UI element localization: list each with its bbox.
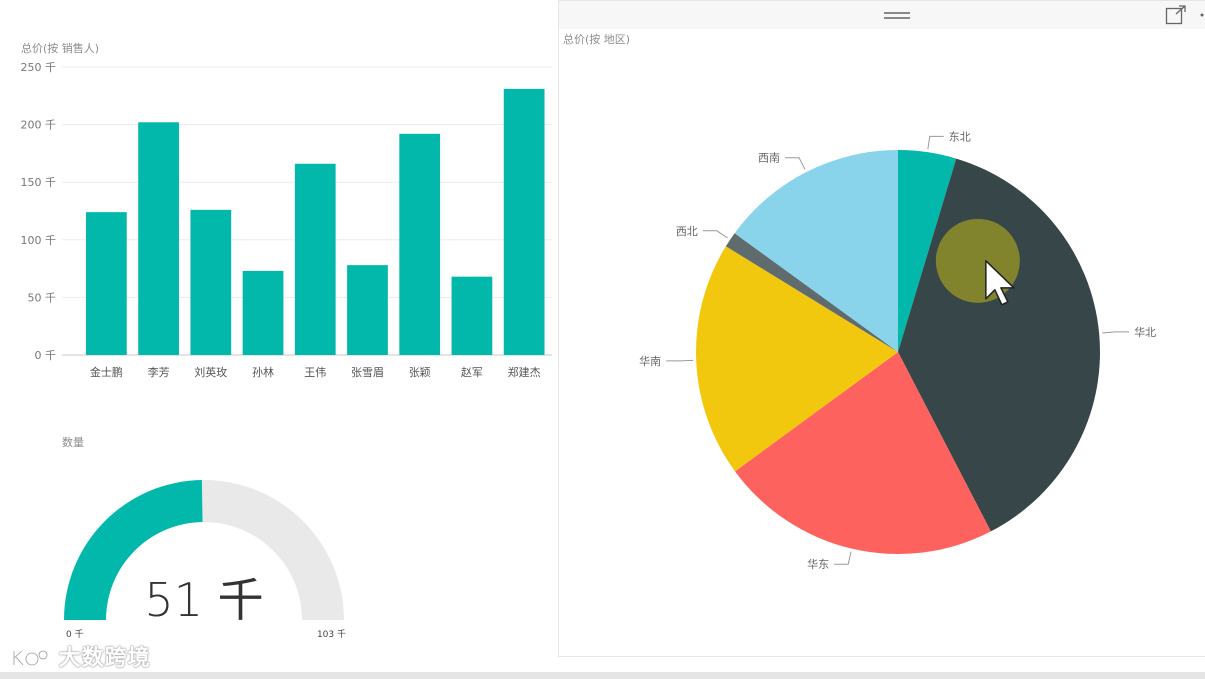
y-tick-label: 0 千 [35,349,57,362]
gauge-chart[interactable]: 51 千 0 千 103 千 [40,465,370,645]
pie-slice[interactable] [696,246,898,472]
x-tick-label: 赵军 [461,365,483,379]
pie-leader-line [702,230,728,239]
pie-label: 华东 [807,557,829,571]
pie-leader-line [666,359,694,362]
bar[interactable] [451,276,493,355]
gauge-fill [64,480,203,620]
mouse-cursor-icon [985,260,1015,306]
bottom-scrollbar[interactable] [0,672,1205,679]
y-tick-label: 100 千 [21,234,57,247]
pie-label: 西南 [758,152,780,165]
more-options-icon[interactable] [1195,7,1205,23]
gauge-max-label: 103 千 [317,629,346,640]
bar[interactable] [86,212,127,355]
x-tick-label: 刘英玫 [194,365,227,379]
bar[interactable] [242,270,284,355]
y-tick-label: 150 千 [21,176,57,189]
x-tick-label: 张颖 [409,366,431,379]
pie-slice[interactable] [898,150,957,352]
watermark: 大数跨境 [10,640,151,672]
pie-slice[interactable] [735,352,991,555]
bar[interactable] [399,133,441,355]
pie-slice[interactable] [725,233,898,352]
bar[interactable] [503,88,545,355]
focus-mode-icon[interactable] [1165,5,1187,25]
pie-label: 华北 [1134,325,1156,339]
pie-chart-title: 总价(按 地区) [563,33,631,46]
drag-handle-icon[interactable] [884,10,910,20]
y-tick-label: 250 千 [21,61,57,74]
bar[interactable] [138,122,179,356]
x-tick-label: 张雪眉 [351,366,384,379]
gauge-title: 数量 [62,436,84,449]
cursor-highlight-circle [935,218,1020,303]
bar[interactable] [190,209,232,355]
pie-leader-line [834,551,852,565]
pie-label: 华南 [639,354,661,368]
x-tick-label: 孙林 [252,365,274,379]
bar-chart-title: 总价(按 销售人) [21,42,100,55]
pie-slice[interactable] [734,150,898,352]
gauge-value: 51 千 [144,573,263,627]
gauge-min-label: 0 千 [66,629,84,640]
pie-label: 东北 [949,130,971,143]
bar[interactable] [347,265,388,355]
watermark-logo-icon [12,649,49,667]
pie-leader-line [927,135,944,150]
visual-header [559,1,1205,29]
x-tick-label: 李芳 [148,365,170,379]
y-tick-label: 50 千 [28,291,57,304]
pie-leader-line [785,157,806,170]
bar[interactable] [294,163,336,355]
x-tick-label: 郑建杰 [508,365,541,379]
y-tick-label: 200 千 [21,119,57,132]
pie-label: 西北 [676,225,698,238]
x-tick-label: 王伟 [304,366,326,379]
pie-leader-line [1102,331,1130,334]
x-tick-label: 金士鹏 [90,365,123,379]
watermark-text: 大数跨境 [58,646,151,671]
